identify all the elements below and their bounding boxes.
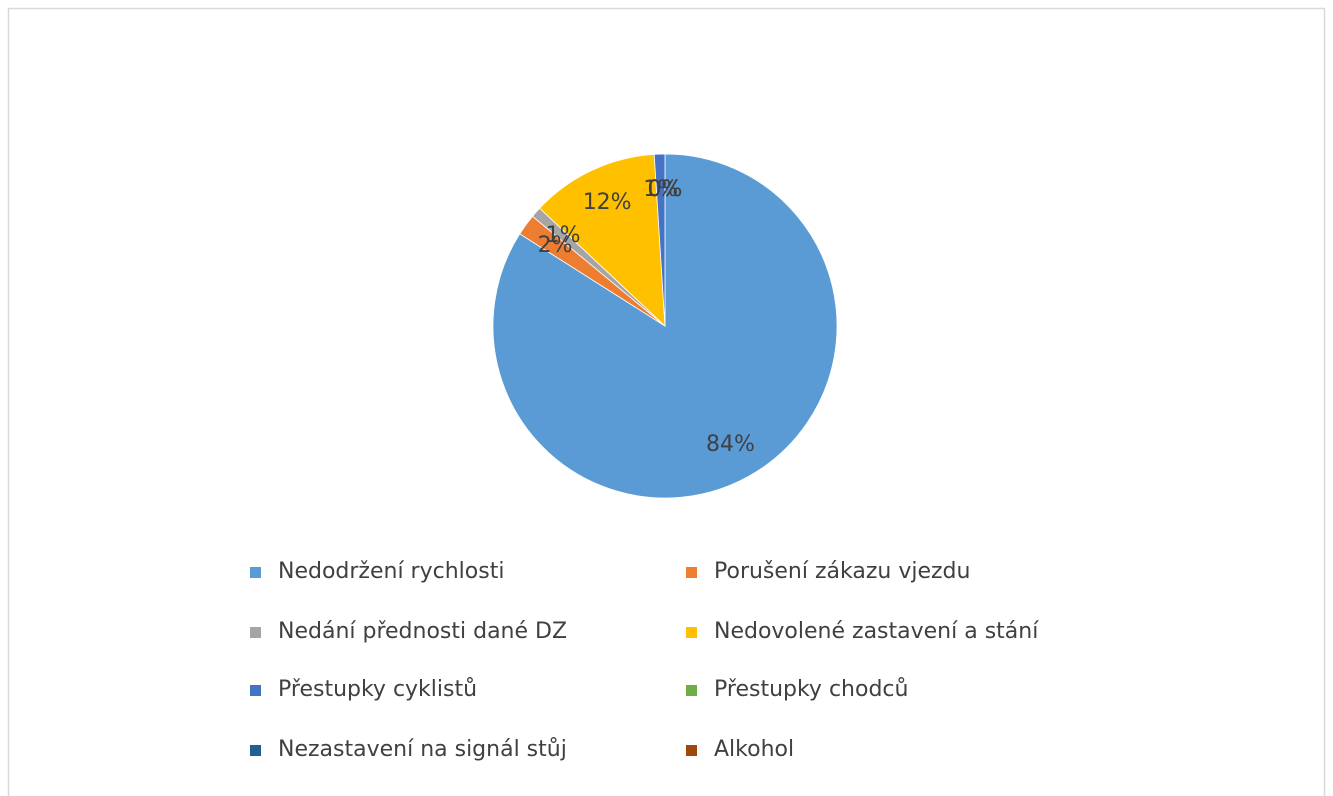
data-label: 84% bbox=[706, 432, 755, 457]
pie-slice bbox=[539, 153, 666, 327]
legend-label: Nedání přednosti dané DZ bbox=[278, 619, 567, 644]
data-label: 0% bbox=[648, 177, 683, 202]
data-label: 1% bbox=[546, 223, 581, 248]
legend-swatch bbox=[686, 567, 697, 578]
legend-label: Nedodržení rychlosti bbox=[278, 559, 504, 584]
data-label: 1% bbox=[643, 177, 678, 202]
legend-swatch bbox=[250, 567, 261, 578]
legend-swatch bbox=[250, 685, 261, 696]
data-label: 0% bbox=[648, 177, 683, 202]
legend-label: Přestupky chodců bbox=[714, 677, 908, 702]
legend-label: Nezastavení na signál stůj bbox=[278, 737, 567, 762]
legend-label: Nedovolené zastavení a stání bbox=[714, 619, 1039, 644]
legend-swatch bbox=[250, 627, 261, 638]
pie-slice bbox=[653, 153, 666, 327]
legend-swatch bbox=[686, 745, 697, 756]
legend-label: Přestupky cyklistů bbox=[278, 677, 477, 702]
data-label: 2% bbox=[538, 233, 573, 258]
legend-label: Alkohol bbox=[714, 737, 794, 762]
data-label: 0% bbox=[648, 177, 683, 202]
legend-swatch bbox=[250, 745, 261, 756]
legend-label: Porušení zákazu vjezdu bbox=[714, 559, 970, 584]
legend-swatch bbox=[686, 685, 697, 696]
data-label: 12% bbox=[583, 190, 632, 215]
legend-swatch bbox=[686, 627, 697, 638]
